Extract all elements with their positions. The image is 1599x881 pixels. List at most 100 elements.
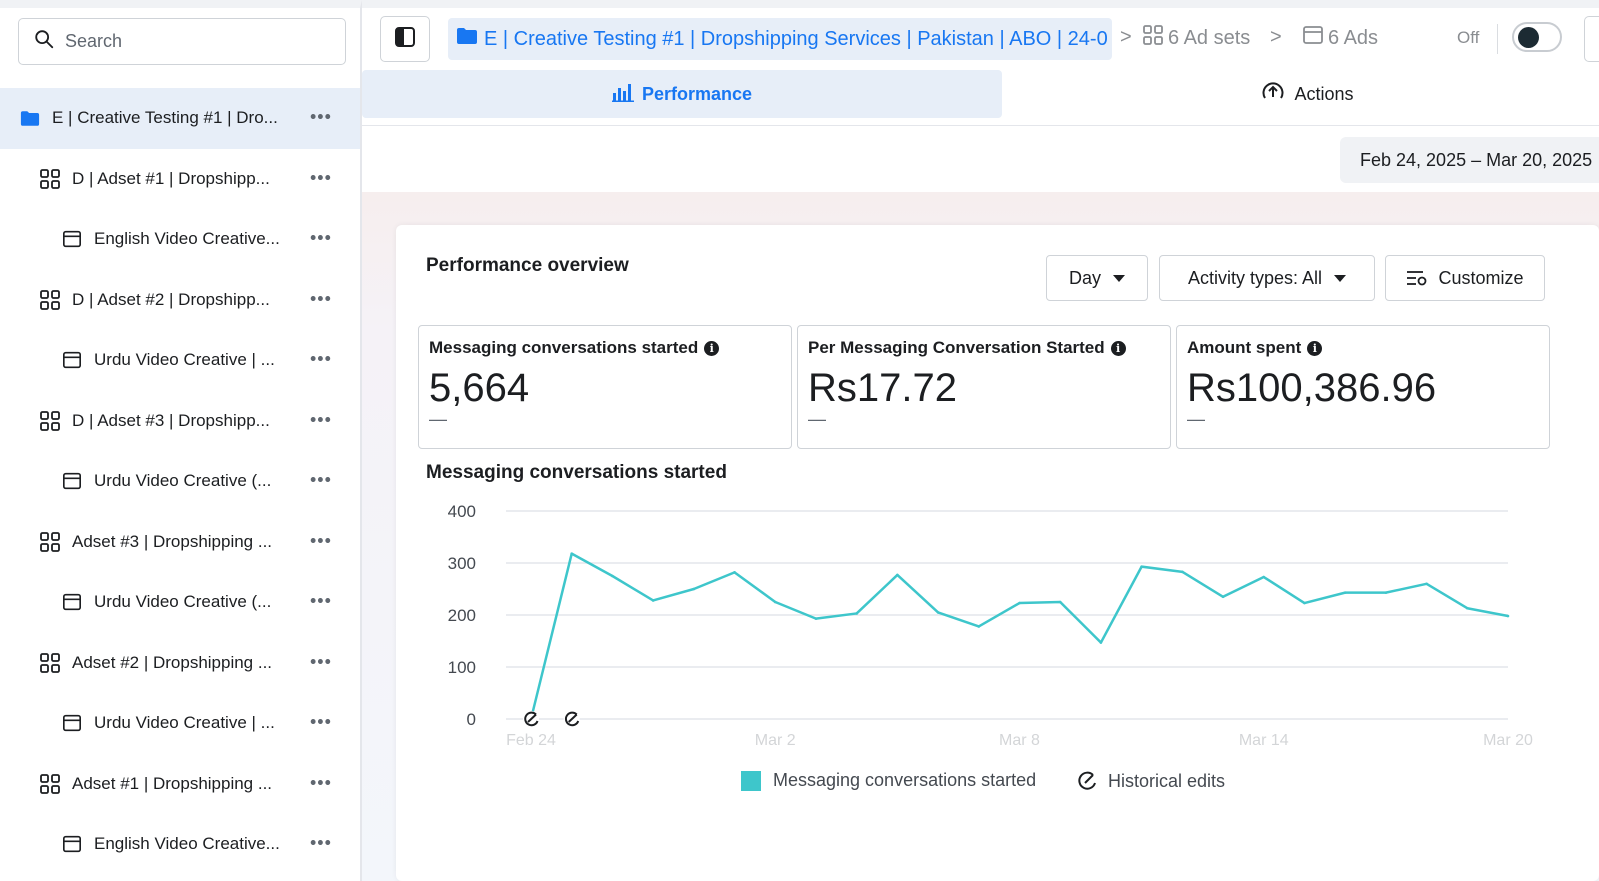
tree-item-adset[interactable]: Adset #2 | Dropshipping ... ••• [0,633,360,694]
info-icon[interactable]: i [1307,340,1323,356]
tree-item-ad[interactable]: Urdu Video Creative (... ••• [0,572,360,633]
toggle-sidebar-button[interactable] [380,16,430,62]
data-point [1018,601,1021,605]
granularity-dropdown[interactable]: Day [1046,255,1148,301]
campaign-status-toggle[interactable] [1512,22,1562,52]
tree-item-adset[interactable]: D | Adset #2 | Dropshipp... ••• [0,270,360,331]
breadcrumb-ads[interactable]: 6 Ads [1302,24,1378,52]
metric-label-text: Messaging conversations started [429,338,699,357]
x-tick-label: Feb 24 [506,732,556,749]
date-range-picker[interactable]: Feb 24, 2025 – Mar 20, 2025 [1340,137,1599,183]
search-input[interactable] [65,31,325,52]
legend-label: Historical edits [1108,770,1226,791]
more-options-icon[interactable]: ••• [310,530,332,551]
metric-card-cost-per-conversation[interactable]: Per Messaging Conversation Started i Rs17… [797,325,1171,449]
tree-item-campaign[interactable]: E | Creative Testing #1 | Dro... ••• [0,88,360,149]
tab-performance-label: Performance [641,83,753,104]
more-options-icon[interactable]: ••• [310,409,332,430]
granularity-label: Day [1068,267,1101,288]
data-point [773,600,777,604]
more-options-icon[interactable]: ••• [310,227,332,248]
breadcrumb-adsets[interactable]: 6 Ad sets [1142,24,1250,52]
more-options-icon[interactable]: ••• [310,288,332,309]
legend-swatch [741,770,761,791]
tab-actions[interactable]: Actions [1232,70,1382,118]
tree-item-label: Urdu Video Creative (... [94,471,272,491]
activity-types-label: Activity types: All [1187,267,1323,288]
y-tick-label: 300 [448,554,476,573]
more-options-icon[interactable]: ••• [310,167,332,188]
breadcrumb-campaign[interactable]: E | Creative Testing #1 | Dropshipping S… [448,18,1112,60]
data-point [814,617,818,620]
tree-item-ad[interactable]: Urdu Video Creative | ... ••• [0,693,360,754]
date-range-label: Feb 24, 2025 – Mar 20, 2025 [1360,149,1593,170]
ad-card-icon [60,469,84,493]
legend-item-historical-edits[interactable]: Historical edits [1076,770,1225,792]
data-point [1221,595,1225,599]
customize-button[interactable]: Customize [1385,255,1545,301]
tree-item-label: Urdu Video Creative | ... [94,350,275,370]
tab-actions-label: Actions [1294,83,1354,104]
metric-value: 5,664 [429,366,530,410]
legend-item-conversations[interactable]: Messaging conversations started [741,770,1036,791]
tree-item-ad[interactable]: Urdu Video Creative (... ••• [0,451,360,512]
ad-card-icon [60,832,84,856]
tree-item-adset[interactable]: Adset #3 | Dropshipping ... ••• [0,512,360,573]
metric-label: Amount spent i [1187,338,1539,358]
metric-value: Rs100,386.96 [1187,366,1437,410]
more-options-icon[interactable]: ••• [310,590,332,611]
metric-label: Messaging conversations started i [429,338,781,358]
ad-card-icon [60,348,84,372]
x-tick-label: Mar 2 [755,732,796,749]
performance-overview-title: Performance overview [426,255,629,276]
more-options-icon[interactable]: ••• [310,772,332,793]
data-point [529,717,533,721]
info-icon[interactable]: i [704,340,720,356]
ad-card-icon [60,711,84,735]
tree-item-label: English Video Creative... [94,229,280,249]
data-point [977,625,981,628]
data-point [1099,641,1103,644]
metric-delta: — [808,409,826,429]
more-options-icon[interactable]: ••• [310,711,332,732]
tree-item-ad[interactable]: English Video Creative... ••• [0,814,360,875]
tab-performance[interactable]: Performance [362,70,1002,118]
more-options-icon[interactable]: ••• [310,469,332,490]
tree-item-adset[interactable]: D | Adset #3 | Dropshipp... ••• [0,391,360,452]
tree-item-adset[interactable]: Adset #1 | Dropshipping ... ••• [0,754,360,815]
historical-edit-marker[interactable] [563,711,580,727]
search-box[interactable] [18,18,346,65]
chart-title: Messaging conversations started [426,462,727,483]
metric-card-conversations[interactable]: Messaging conversations started i 5,664 — [418,325,792,449]
tree-item-ad[interactable]: English Video Creative... ••• [0,209,360,270]
tree-item-label: D | Adset #3 | Dropshipp... [72,410,270,430]
breadcrumb-ads-label: 6 Ads [1328,26,1379,49]
activity-types-dropdown[interactable]: Activity types: All [1159,255,1375,301]
more-options-icon[interactable]: ••• [310,651,332,672]
historical-edit-marker[interactable] [523,711,539,727]
more-options-icon[interactable]: ••• [310,832,332,853]
tree-item-ad[interactable]: Urdu Video Creative | ... ••• [0,330,360,391]
metric-card-amount-spent[interactable]: Amount spent i Rs100,386.96 — [1176,325,1550,449]
search-icon [33,28,55,55]
more-options-icon[interactable]: ••• [310,348,332,369]
tree-item-adset[interactable]: D | Adset #1 | Dropshipp... ••• [0,149,360,210]
adset-grid-icon [38,167,62,191]
status-label: Off [1457,28,1480,47]
data-point [1425,582,1428,586]
adset-grid-icon [38,772,62,796]
data-point [855,612,858,615]
series-line [529,552,1509,720]
data-point [1058,600,1062,604]
metric-delta: — [429,409,447,429]
more-options-button[interactable] [1584,16,1599,62]
tree-item-label: English Video Creative... [94,834,280,854]
legend-label: Messaging conversations started [773,770,1037,790]
y-tick-label: 0 [467,710,476,729]
more-options-icon[interactable]: ••• [310,106,332,127]
metric-value: Rs17.72 [808,366,957,410]
info-icon[interactable]: i [1110,340,1126,356]
tree-item-label: E | Creative Testing #1 | Dro... [52,108,278,128]
view-tabs: Performance Actions [362,70,1599,126]
breadcrumb-separator: > [1270,26,1282,48]
